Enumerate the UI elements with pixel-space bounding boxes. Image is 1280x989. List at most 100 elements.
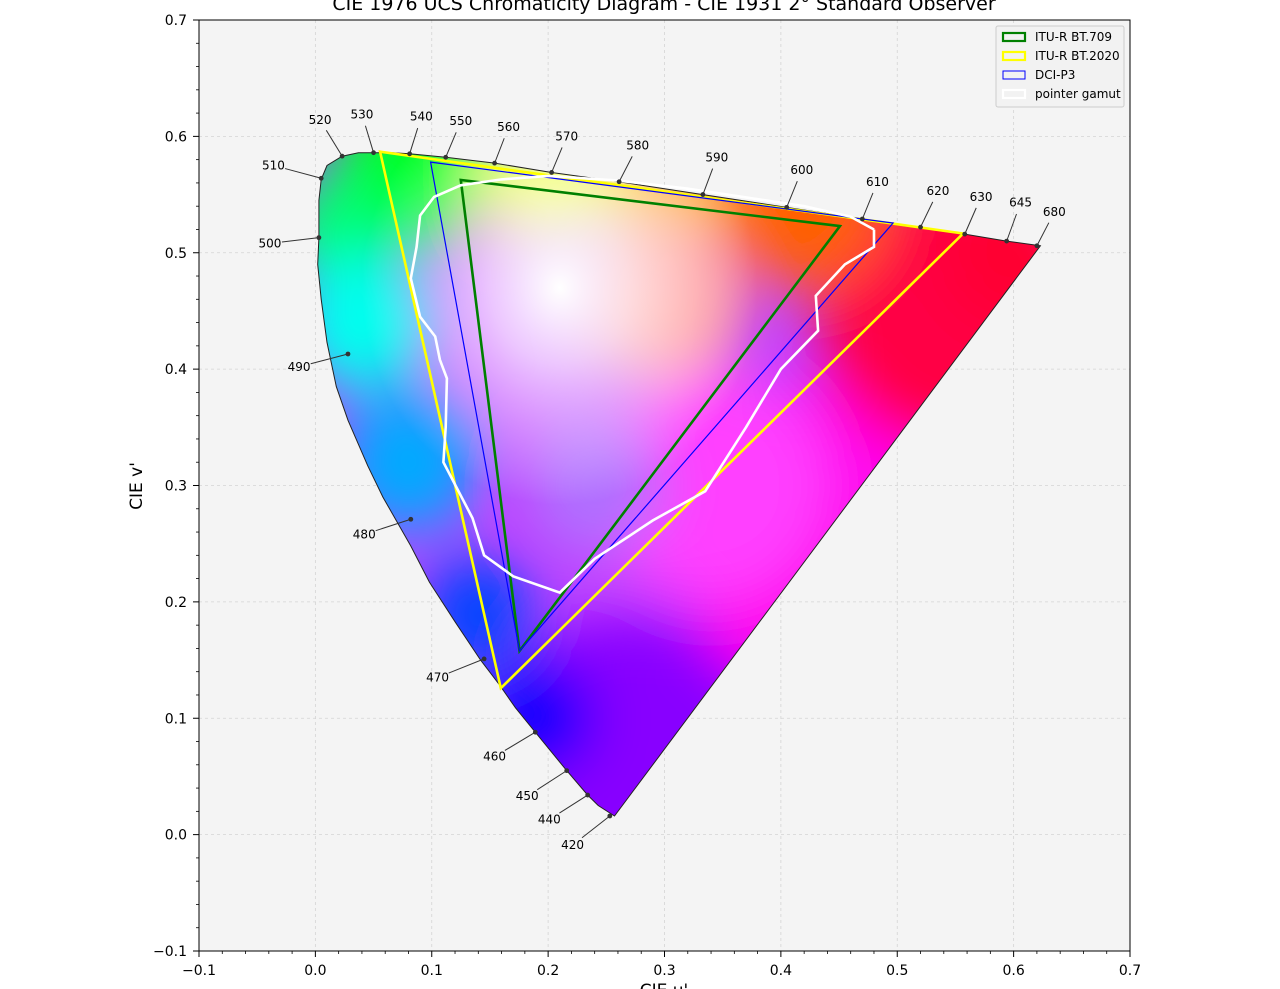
wavelength-marker-620: 620 bbox=[918, 184, 950, 230]
wavelength-leader bbox=[409, 127, 419, 154]
wavelength-label: 680 bbox=[1043, 205, 1066, 219]
legend-box bbox=[995, 25, 1125, 108]
x-tick-label: 0.7 bbox=[1119, 963, 1141, 979]
wavelength-dot bbox=[962, 231, 968, 237]
legend-label: ITU-R BT.709 bbox=[1035, 30, 1112, 44]
wavelength-leader bbox=[702, 168, 714, 195]
legend-item: ITU-R BT.709 bbox=[1001, 30, 1112, 44]
legend-label: ITU-R BT.2020 bbox=[1035, 49, 1120, 63]
wavelength-dot bbox=[481, 656, 487, 662]
wavelength-marker-420: 420 bbox=[561, 813, 613, 852]
x-tick-label: 0.2 bbox=[537, 963, 559, 979]
wavelength-marker-580: 580 bbox=[616, 139, 649, 185]
wavelength-label: 560 bbox=[497, 120, 520, 134]
wavelength-label: 480 bbox=[353, 527, 376, 541]
wavelength-label: 620 bbox=[927, 184, 950, 198]
wavelength-leader bbox=[920, 201, 934, 228]
wavelength-dot bbox=[616, 179, 622, 185]
legend-label: DCI-P3 bbox=[1035, 68, 1075, 82]
wavelength-dot bbox=[859, 216, 865, 222]
gamut-pointer-gamut bbox=[409, 174, 876, 595]
wavelength-marker-490: 490 bbox=[288, 351, 351, 374]
wavelength-marker-440: 440 bbox=[538, 792, 591, 826]
wavelength-leader bbox=[581, 815, 611, 839]
x-tick-label: 0.1 bbox=[421, 963, 443, 979]
y-tick-label: 0.0 bbox=[165, 828, 187, 844]
wavelength-label: 580 bbox=[626, 139, 649, 153]
wavelength-marker-550: 550 bbox=[443, 114, 472, 160]
wavelength-label: 490 bbox=[288, 360, 311, 374]
legend: ITU-R BT.709 ITU-R BT.2020 DCI-P3 pointer g… bbox=[995, 25, 1125, 108]
wavelength-marker-610: 610 bbox=[859, 175, 889, 222]
wavelength-marker-600: 600 bbox=[784, 163, 813, 210]
wavelength-marker-500: 500 bbox=[259, 235, 322, 250]
wavelength-label: 520 bbox=[309, 113, 332, 127]
y-axis-title: CIE v' bbox=[127, 462, 147, 510]
wavelength-dot bbox=[492, 160, 497, 166]
wavelength-dot bbox=[408, 516, 414, 522]
x-axis-title: CIE u' bbox=[640, 981, 688, 989]
axis-ticks: −0.1 0.0 0.1 0.2 0.3 0.4 0.5 0.6 0.7 −0.1 0.0 0.1 0.… bbox=[153, 13, 1141, 979]
wavelength-label: 530 bbox=[350, 107, 373, 121]
wavelength-leader bbox=[964, 207, 977, 235]
wavelength-label: 610 bbox=[866, 175, 889, 189]
wavelength-leader bbox=[325, 130, 343, 157]
wavelength-leader bbox=[375, 518, 411, 532]
wavelength-label: 590 bbox=[705, 150, 728, 164]
wavelength-leader bbox=[310, 353, 349, 365]
legend-label: pointer gamut bbox=[1035, 87, 1121, 101]
wavelength-leader bbox=[786, 181, 798, 208]
wavelength-marker-510: 510 bbox=[262, 158, 324, 181]
wavelength-dot bbox=[339, 153, 345, 159]
wavelength-label: 440 bbox=[538, 812, 561, 826]
wavelength-dot bbox=[784, 204, 790, 210]
wavelength-leader bbox=[861, 192, 874, 220]
wavelength-marker-590: 590 bbox=[700, 150, 728, 197]
wavelength-label: 600 bbox=[790, 163, 813, 177]
wavelength-leader bbox=[448, 658, 485, 674]
wavelength-label: 510 bbox=[262, 158, 285, 172]
wavelength-dot bbox=[316, 235, 322, 241]
wavelength-dot bbox=[1004, 238, 1010, 244]
y-tick-label: 0.4 bbox=[165, 362, 187, 378]
legend-item: pointer gamut bbox=[1001, 87, 1121, 101]
y-tick-label: 0.3 bbox=[165, 479, 187, 495]
wavelength-dot bbox=[918, 224, 923, 230]
wavelength-marker-460: 460 bbox=[483, 729, 538, 764]
wavelength-leader bbox=[559, 794, 588, 814]
x-tick-label: 0.6 bbox=[1002, 963, 1024, 979]
wavelength-label: 630 bbox=[970, 190, 993, 204]
gamut-itu-r-bt-709 bbox=[459, 178, 843, 655]
wavelength-marker-560: 560 bbox=[492, 120, 520, 166]
wavelength-leader bbox=[281, 237, 319, 243]
wavelength-leader bbox=[504, 731, 536, 751]
wavelength-dot bbox=[407, 151, 413, 157]
wavelength-leader bbox=[284, 168, 322, 179]
gamut-layer bbox=[378, 150, 966, 691]
wavelength-marker-540: 540 bbox=[407, 110, 433, 157]
wavelength-label: 450 bbox=[516, 789, 539, 803]
legend-swatch bbox=[1001, 31, 1027, 43]
x-tick-label: 0.0 bbox=[304, 963, 326, 979]
gamut-dci-p3 bbox=[429, 161, 895, 653]
wavelength-marker-450: 450 bbox=[516, 768, 570, 803]
y-tick-label: 0.6 bbox=[165, 129, 187, 145]
wavelength-label: 570 bbox=[555, 129, 578, 143]
wavelength-dot bbox=[549, 170, 555, 175]
spectral-locus-outline bbox=[317, 152, 1042, 817]
chart-title: CIE 1976 UCS Chromaticity Diagram - CIE … bbox=[332, 0, 996, 15]
wavelength-dot bbox=[585, 792, 591, 798]
wavelength-dot bbox=[318, 175, 324, 181]
wavelength-dot bbox=[532, 729, 538, 735]
legend-item: ITU-R BT.2020 bbox=[1001, 49, 1120, 63]
wavelength-marker-645: 645 bbox=[1004, 196, 1032, 244]
gamut-itu-r-bt-2020 bbox=[378, 150, 966, 691]
x-tick-label: 0.4 bbox=[770, 963, 792, 979]
wavelength-leader bbox=[536, 770, 568, 791]
wavelength-label: 500 bbox=[259, 236, 282, 250]
wavelength-dot bbox=[564, 768, 570, 774]
x-tick-label: 0.3 bbox=[653, 963, 675, 979]
